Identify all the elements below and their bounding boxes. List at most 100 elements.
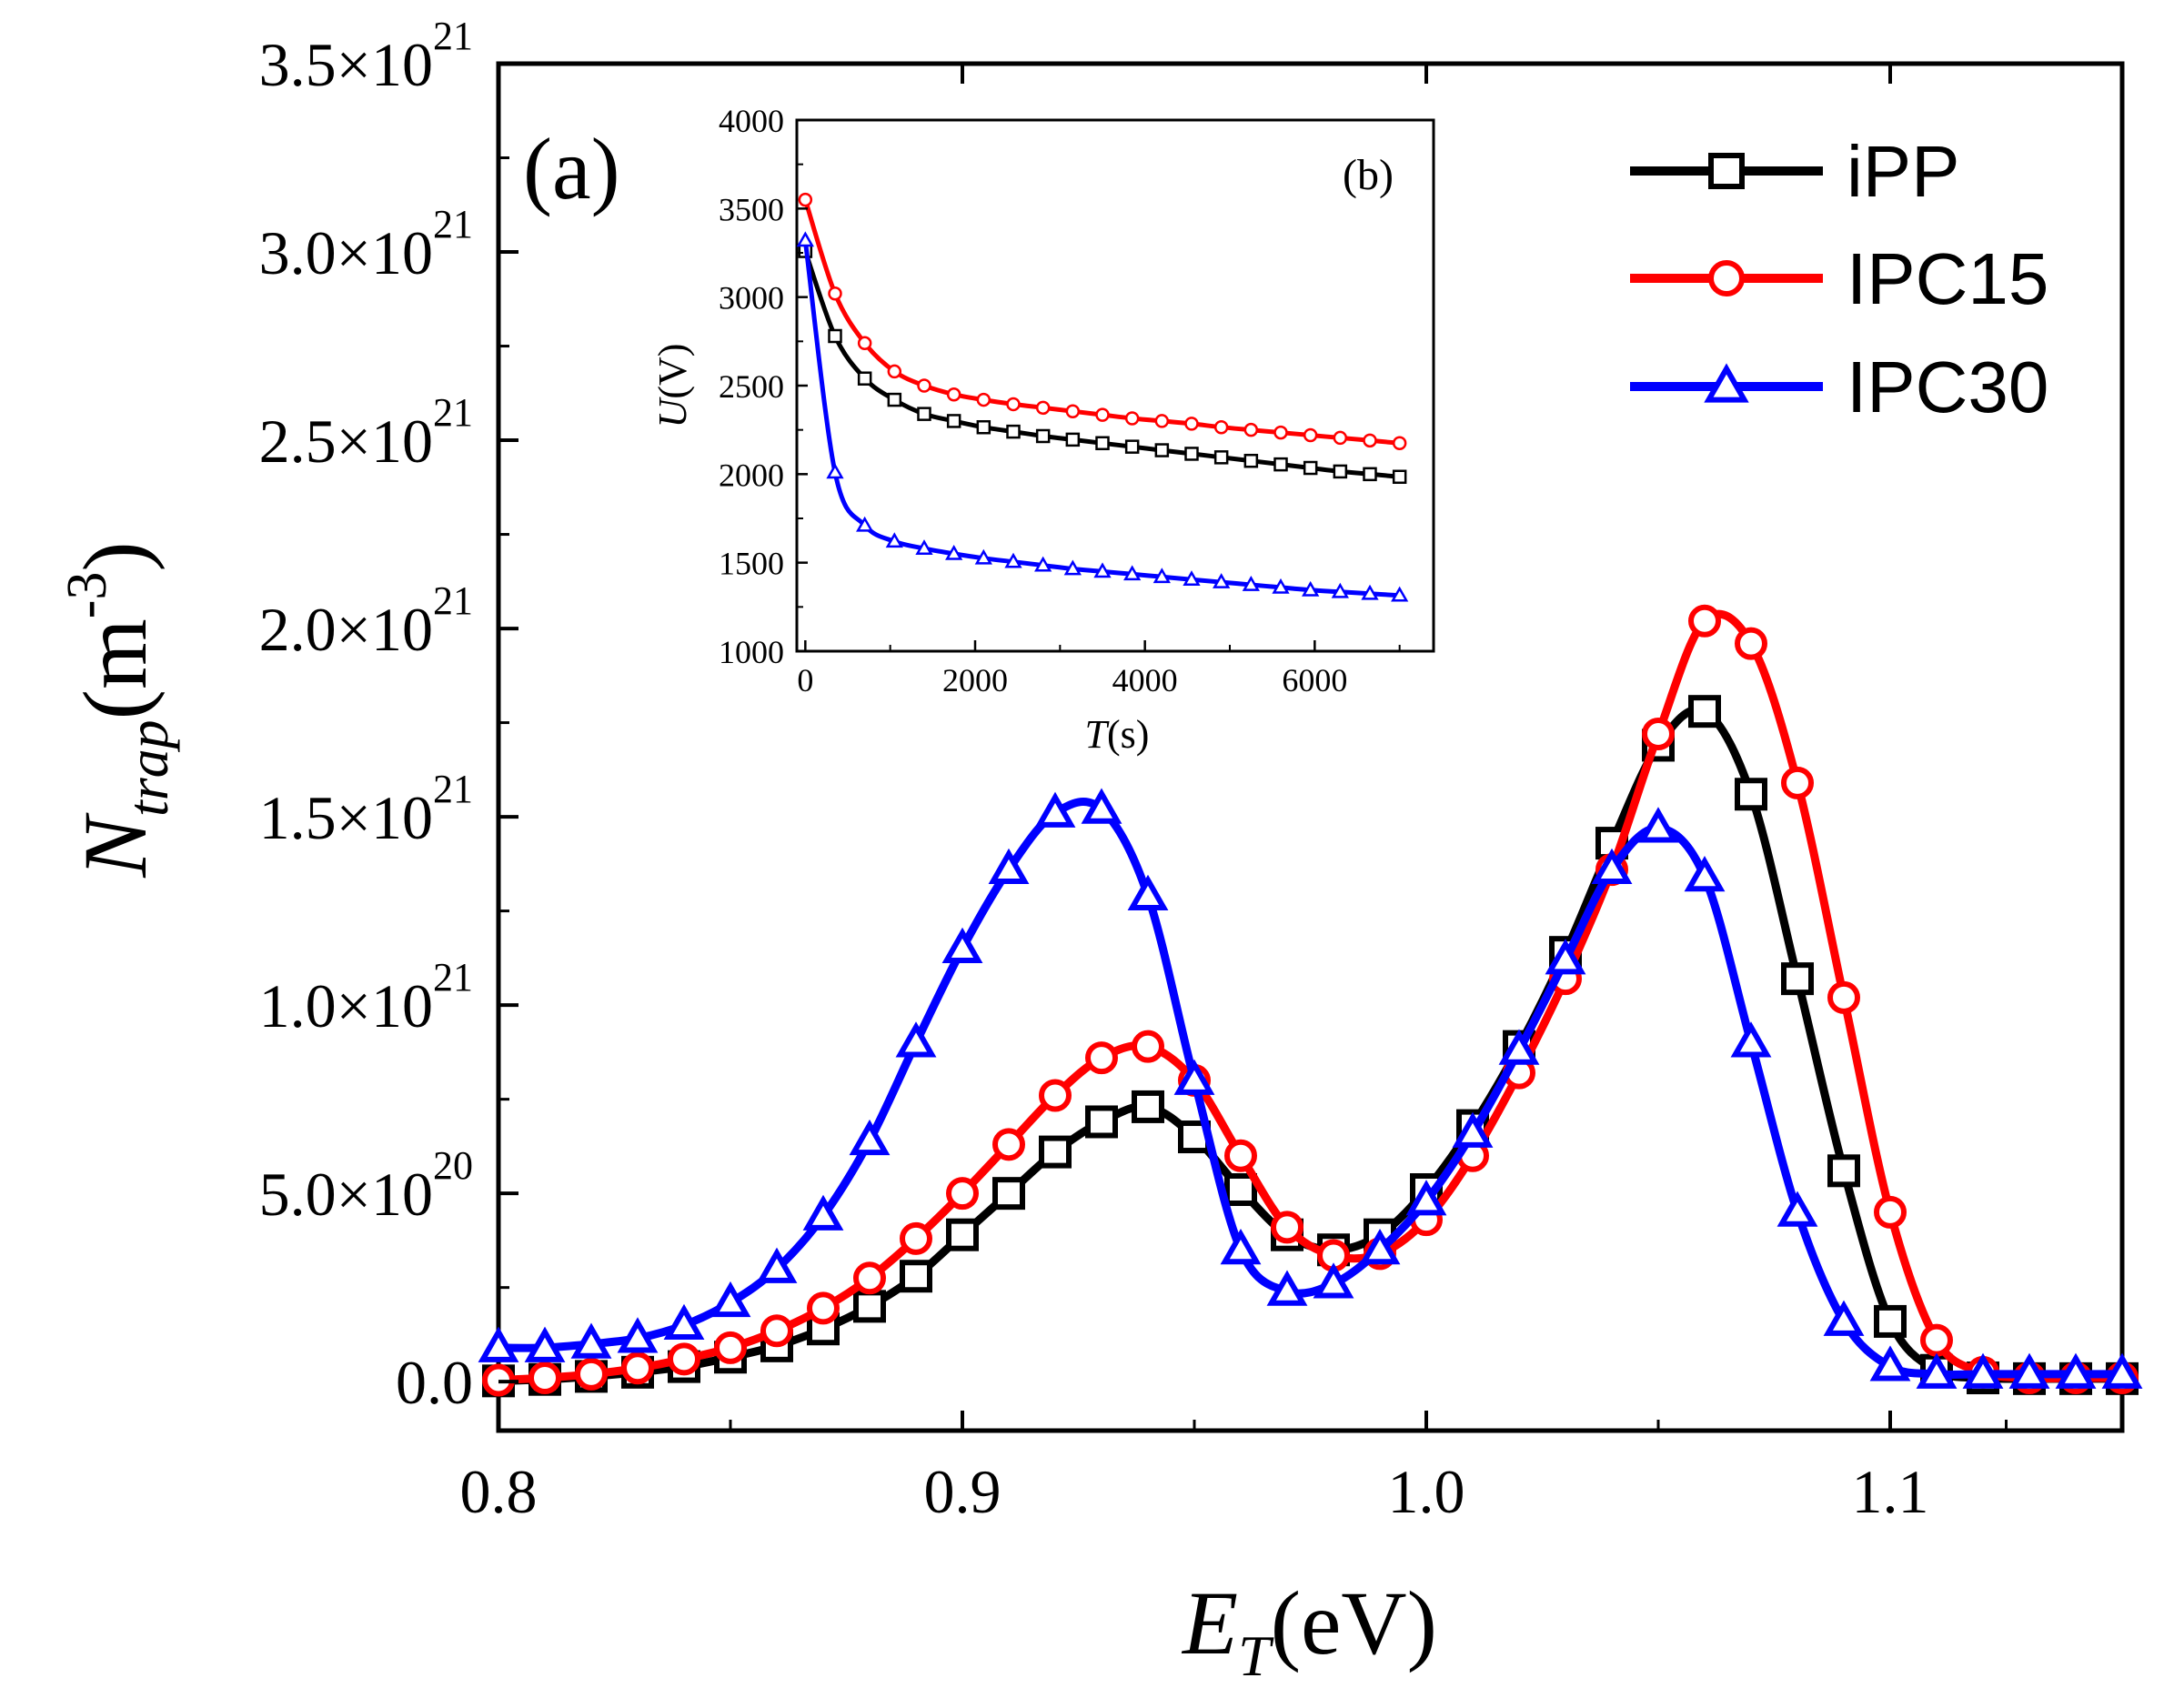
main-data-point-IPC30 [1359, 1228, 1401, 1265]
main-data-point-iPP [1874, 1304, 1907, 1338]
main-data-point-IPC30 [710, 1281, 751, 1318]
main-data-point-IPC15 [1781, 766, 1814, 799]
inset-y-tick-label: 2000 [719, 457, 784, 493]
main-y-tick-mantissa: 5.0×10 [259, 1160, 433, 1229]
main-data-point-IPC15 [900, 1221, 932, 1255]
inset-data-point-IPC15 [1303, 427, 1318, 443]
inset-data-point-iPP [1213, 450, 1229, 465]
main-data-point-iPP [992, 1177, 1025, 1211]
legend: iPP IPC15 IPC30 [1630, 131, 2048, 427]
inset-x-tick-label: 4000 [1112, 662, 1178, 698]
main-series-line-IPC15 [498, 609, 2122, 1384]
inset-data-point-IPC15 [1273, 425, 1288, 440]
main-y-tick-mantissa: 3.5×10 [259, 30, 433, 99]
inset-data-point-IPC15 [1124, 411, 1140, 426]
inset-y-axis-symbol: U [650, 396, 695, 427]
main-y-tick-label: 3.0×1021 [259, 202, 473, 287]
main-data-point-IPC30 [2055, 1352, 2097, 1389]
inset-data-point-iPP [1363, 467, 1377, 482]
inset-y-axis-title: U(V) [650, 344, 695, 428]
main-data-point-IPC30 [895, 1021, 937, 1058]
main-x-axis-title: ET(eV) [1181, 1572, 1437, 1688]
main-data-point-iPP [1827, 1154, 1860, 1188]
legend-marker-iPP [1708, 153, 1745, 189]
inset-series-iPP [798, 244, 1407, 485]
inset-y-tick-label: 3000 [719, 280, 784, 316]
inset-x-axis-symbol: T [1085, 712, 1111, 757]
main-data-point-IPC30 [1869, 1345, 1911, 1381]
main-data-point-IPC30 [2008, 1352, 2050, 1389]
main-data-point-IPC30 [663, 1303, 705, 1341]
main-data-point-iPP [1039, 1135, 1072, 1169]
main-data-point-IPC30 [1266, 1270, 1308, 1306]
inset-data-point-IPC30 [1183, 570, 1201, 587]
main-data-point-IPC30 [1730, 1021, 1772, 1058]
inset-data-point-IPC30 [945, 544, 963, 560]
main-data-point-IPC15 [1224, 1139, 1257, 1172]
inset-data-point-IPC15 [917, 378, 931, 393]
main-y-axis-unit: (m [65, 618, 166, 719]
main-data-point-IPC15 [1735, 627, 1767, 660]
main-y-axis-subscript: trap [116, 719, 180, 817]
inset-y-tick-label: 4000 [719, 103, 784, 139]
main-data-point-IPC30 [941, 927, 983, 963]
main-data-point-iPP [1224, 1173, 1257, 1207]
inset-series-line-IPC30 [802, 240, 1400, 598]
inset-data-point-iPP [1035, 428, 1051, 444]
main-y-tick-mantissa: 0.0 [396, 1348, 473, 1417]
inset-data-point-iPP [1124, 439, 1140, 454]
main-data-point-IPC30 [1591, 848, 1633, 885]
inset-data-point-IPC15 [1333, 430, 1348, 446]
main-data-point-IPC15 [1642, 718, 1675, 751]
main-y-tick-mantissa: 2.0×10 [259, 595, 433, 664]
inset-data-point-IPC30 [1361, 584, 1379, 600]
inset-data-point-IPC30 [885, 532, 903, 548]
inset-data-point-IPC30 [1213, 573, 1231, 588]
main-data-point-IPC30 [849, 1119, 891, 1156]
main-data-point-IPC30 [1081, 788, 1122, 824]
inset-data-point-IPC30 [1123, 565, 1142, 581]
main-data-point-IPC30 [617, 1317, 659, 1353]
main-y-tick-label: 3.5×1021 [259, 14, 473, 99]
main-y-tick-exponent: 21 [433, 955, 473, 1000]
main-y-axis-close: ) [65, 541, 166, 571]
inset-data-point-IPC15 [1392, 436, 1407, 451]
inset-x-axis-title: T(s) [1085, 712, 1150, 757]
inset-data-point-IPC15 [1006, 397, 1021, 412]
inset-data-point-IPC15 [1213, 419, 1229, 435]
main-data-point-IPC30 [1637, 807, 1679, 843]
main-y-tick-mantissa: 2.5×10 [259, 407, 433, 476]
inset-y-axis-unit: (V) [650, 344, 695, 399]
main-y-tick-label: 2.5×1021 [259, 390, 473, 476]
main-data-point-IPC15 [807, 1291, 840, 1325]
main-data-point-IPC15 [1874, 1195, 1907, 1229]
inset-y-tick-label: 3500 [719, 191, 784, 227]
inset-x-tick-label: 2000 [942, 662, 1008, 698]
main-data-point-IPC30 [756, 1247, 798, 1283]
main-data-point-IPC30 [1776, 1191, 1818, 1227]
main-y-tick-exponent: 21 [433, 390, 473, 435]
inset-data-point-IPC30 [826, 463, 844, 479]
main-data-point-IPC15 [714, 1331, 747, 1364]
inset-series-IPC30 [796, 231, 1409, 602]
main-y-tick-label: 5.0×1020 [259, 1143, 473, 1229]
main-data-point-IPC30 [1545, 939, 1586, 975]
main-data-point-iPP [1735, 778, 1767, 811]
main-data-point-IPC30 [1916, 1352, 1958, 1389]
main-data-point-IPC30 [2101, 1352, 2143, 1389]
inset-data-point-IPC15 [1035, 400, 1051, 416]
legend-label-iPP: iPP [1847, 131, 1960, 212]
inset-series-IPC15 [798, 192, 1407, 451]
inset-data-point-IPC30 [1004, 552, 1022, 568]
main-data-point-IPC30 [524, 1326, 566, 1362]
main-data-point-iPP [1781, 962, 1814, 996]
inset-x-tick-label: 0 [797, 662, 813, 698]
inset-data-point-IPC30 [1391, 586, 1409, 602]
main-data-point-IPC15 [528, 1361, 561, 1395]
inset-data-point-IPC30 [1152, 568, 1171, 584]
inset-data-point-IPC15 [1243, 422, 1259, 437]
main-data-point-IPC30 [1405, 1180, 1447, 1216]
inset-data-point-IPC30 [1302, 580, 1320, 597]
